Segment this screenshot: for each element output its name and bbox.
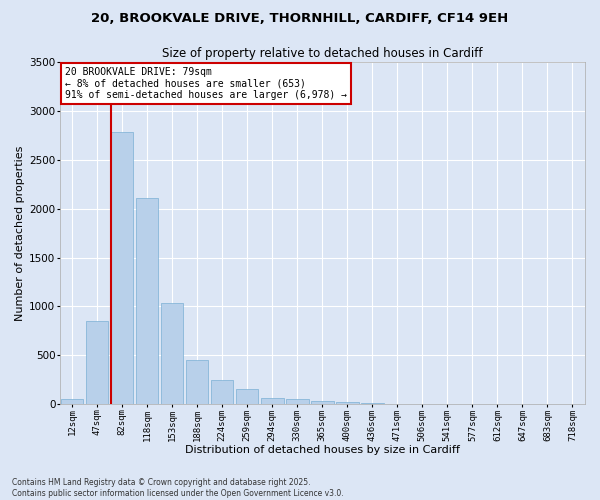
Bar <box>161 302 184 404</box>
Y-axis label: Number of detached properties: Number of detached properties <box>15 146 25 320</box>
X-axis label: Distribution of detached houses by size in Cardiff: Distribution of detached houses by size … <box>185 445 460 455</box>
Bar <box>186 360 208 405</box>
Bar <box>236 388 259 404</box>
Bar <box>211 380 233 404</box>
Bar <box>286 399 308 404</box>
Bar <box>136 198 158 404</box>
Bar <box>261 398 284 404</box>
Bar <box>336 402 359 404</box>
Text: 20, BROOKVALE DRIVE, THORNHILL, CARDIFF, CF14 9EH: 20, BROOKVALE DRIVE, THORNHILL, CARDIFF,… <box>91 12 509 26</box>
Title: Size of property relative to detached houses in Cardiff: Size of property relative to detached ho… <box>162 48 482 60</box>
Text: 20 BROOKVALE DRIVE: 79sqm
← 8% of detached houses are smaller (653)
91% of semi-: 20 BROOKVALE DRIVE: 79sqm ← 8% of detach… <box>65 67 347 100</box>
Bar <box>86 321 109 404</box>
Text: Contains HM Land Registry data © Crown copyright and database right 2025.
Contai: Contains HM Land Registry data © Crown c… <box>12 478 344 498</box>
Bar <box>111 132 133 404</box>
Bar <box>61 399 83 404</box>
Bar <box>311 401 334 404</box>
